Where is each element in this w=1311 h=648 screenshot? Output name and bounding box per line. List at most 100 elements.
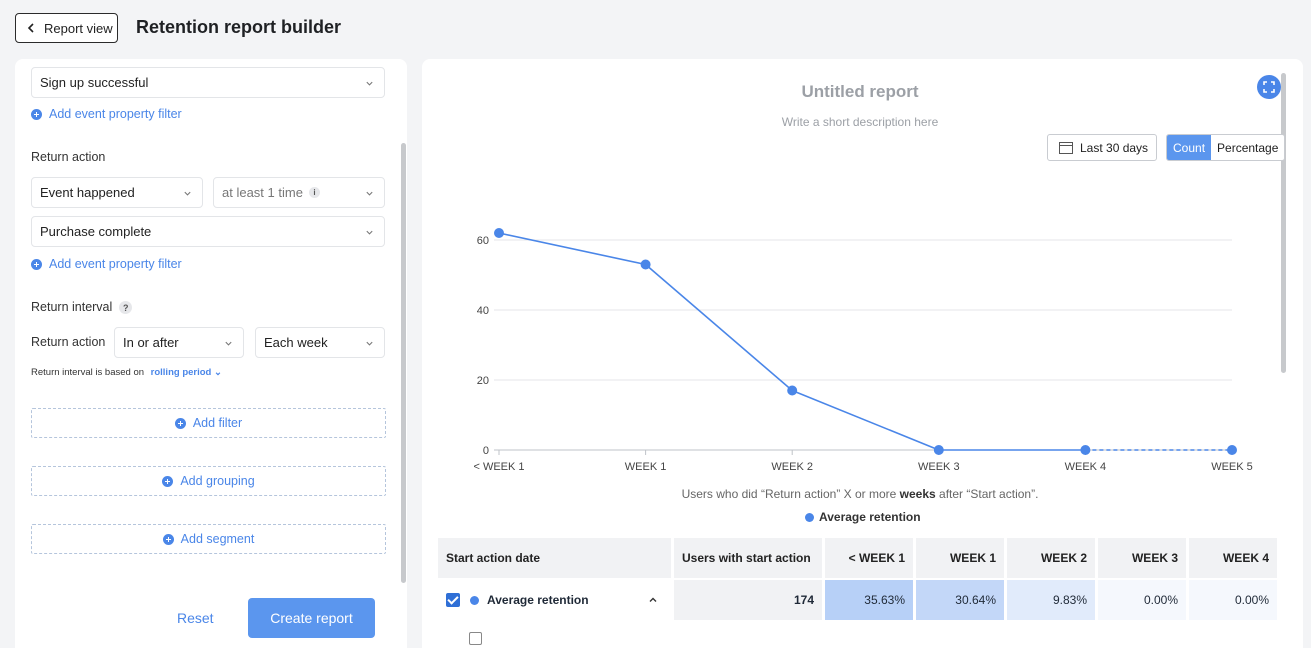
retention-cell: 0.00%	[1189, 580, 1277, 620]
chevron-down-icon	[184, 191, 191, 196]
condition-select[interactable]: Event happened	[31, 177, 203, 208]
plus-circle-icon	[174, 417, 186, 429]
add-segment-button[interactable]: Add segment	[31, 524, 386, 554]
chevron-down-icon	[366, 341, 373, 346]
start-event-value: Sign up successful	[40, 75, 149, 90]
add-filter-button[interactable]: Add filter	[31, 408, 386, 438]
add-event-property-filter-link[interactable]: Add event property filter	[31, 257, 182, 271]
interval-row-label: Return action	[31, 335, 106, 349]
legend-label: Average retention	[819, 510, 921, 524]
table-row: Average retention 174 35.63% 30.64% 9.83…	[438, 580, 1283, 620]
report-preview-panel: Untitled report Write a short descriptio…	[422, 59, 1303, 648]
add-segment-label: Add segment	[180, 532, 255, 546]
column-header[interactable]: WEEK 4	[1189, 538, 1277, 578]
create-report-button[interactable]: Create report	[248, 598, 375, 638]
add-event-property-filter-link[interactable]: Add event property filter	[31, 107, 182, 121]
y-tick-label: 0	[483, 445, 489, 457]
x-tick-label: WEEK 1	[625, 461, 667, 473]
data-point	[494, 228, 504, 238]
add-filter-label: Add filter	[192, 416, 243, 430]
column-header[interactable]: WEEK 3	[1098, 538, 1186, 578]
back-to-report-view-button[interactable]: Report view	[15, 13, 118, 43]
collapse-button[interactable]	[643, 590, 663, 610]
condition-value: Event happened	[40, 185, 135, 200]
help-icon[interactable]: ?	[119, 301, 133, 315]
reset-button[interactable]: Reset	[177, 610, 214, 626]
data-point	[640, 259, 651, 270]
retention-cell: 9.83%	[1007, 580, 1095, 620]
caption-text: Users who did “Return action” X or more	[681, 487, 900, 501]
column-header[interactable]: Start action date	[438, 538, 671, 578]
row-checkbox[interactable]	[469, 632, 482, 645]
count-percentage-toggle: Count Percentage	[1166, 134, 1286, 161]
interval-basis-text: Return interval is based on	[31, 367, 145, 378]
left-scrollbar[interactable]	[401, 143, 406, 583]
y-tick-label: 40	[477, 305, 489, 317]
interval-period-select[interactable]: Each week	[255, 327, 385, 358]
rolling-period-dropdown[interactable]: rolling period ⌄	[151, 367, 222, 378]
add-grouping-button[interactable]: Add grouping	[31, 466, 386, 496]
count-toggle[interactable]: Count	[1167, 135, 1212, 160]
builder-panel: Sign up successful Add event property fi…	[15, 59, 407, 648]
chart-legend[interactable]: Average retention	[805, 510, 921, 524]
start-event-select[interactable]: Sign up successful	[31, 67, 385, 98]
column-header[interactable]: WEEK 2	[1007, 538, 1095, 578]
y-tick-label: 20	[477, 375, 489, 387]
percentage-toggle[interactable]: Percentage	[1211, 135, 1285, 160]
interval-basis-row: Return interval is based on rolling peri…	[31, 367, 222, 378]
add-filter-label: Add event property filter	[49, 257, 182, 271]
plus-circle-icon	[31, 108, 42, 120]
data-point	[1080, 445, 1091, 455]
data-point	[933, 445, 944, 455]
plus-circle-icon	[31, 258, 42, 270]
row-label-cell: Average retention	[438, 580, 671, 620]
date-range-button[interactable]: Last 30 days	[1047, 134, 1157, 161]
chevron-down-icon	[366, 81, 373, 86]
fullscreen-button[interactable]	[1257, 75, 1281, 99]
caption-unit: weeks	[899, 487, 936, 501]
data-point	[787, 385, 798, 396]
return-interval-heading: Return interval?	[31, 300, 133, 315]
right-scrollbar[interactable]	[1281, 73, 1286, 373]
return-interval-label: Return interval	[31, 300, 113, 314]
series-line-segment	[791, 389, 940, 451]
frequency-select[interactable]: at least 1 time i	[213, 177, 385, 208]
expand-icon	[1263, 81, 1275, 93]
return-event-value: Purchase complete	[40, 224, 152, 239]
column-header[interactable]: WEEK 1	[916, 538, 1004, 578]
interval-mode-select[interactable]: In or after	[114, 327, 244, 358]
users-cell: 174	[674, 580, 822, 620]
series-line-segment	[498, 232, 646, 266]
top-bar: Report view Retention report builder	[0, 0, 1311, 56]
row-checkbox[interactable]	[446, 593, 460, 607]
series-dot	[470, 595, 479, 605]
interval-mode-value: In or after	[123, 335, 179, 350]
table-header-row: Start action date Users with start actio…	[438, 538, 1283, 578]
add-filter-label: Add event property filter	[49, 107, 182, 121]
chevron-down-icon	[366, 191, 373, 196]
x-tick-label: < WEEK 1	[473, 461, 524, 473]
report-description[interactable]: Write a short description here	[781, 115, 939, 129]
retention-cell: 30.64%	[916, 580, 1004, 620]
y-tick-label: 60	[477, 235, 489, 247]
interval-period-value: Each week	[264, 335, 328, 350]
calendar-icon	[1059, 142, 1073, 154]
chevron-down-icon	[366, 230, 373, 235]
plus-circle-icon	[162, 475, 174, 487]
column-header[interactable]: Users with start action	[674, 538, 822, 578]
return-event-select[interactable]: Purchase complete	[31, 216, 385, 247]
chevron-left-icon	[27, 23, 34, 33]
legend-dot	[805, 512, 814, 522]
report-title[interactable]: Untitled report	[801, 82, 919, 101]
frequency-value: at least 1 time	[222, 185, 303, 200]
row-label: Average retention	[487, 593, 589, 607]
date-range-label: Last 30 days	[1080, 140, 1149, 155]
table-row-partial	[438, 629, 1283, 648]
page-title: Retention report builder	[136, 17, 342, 37]
retention-cell: 35.63%	[825, 580, 913, 620]
rolling-period-label: rolling period	[150, 367, 212, 378]
column-header[interactable]: < WEEK 1	[825, 538, 913, 578]
x-tick-label: WEEK 5	[1211, 461, 1253, 473]
x-tick-label: WEEK 2	[771, 461, 813, 473]
return-action-heading: Return action	[31, 150, 106, 164]
